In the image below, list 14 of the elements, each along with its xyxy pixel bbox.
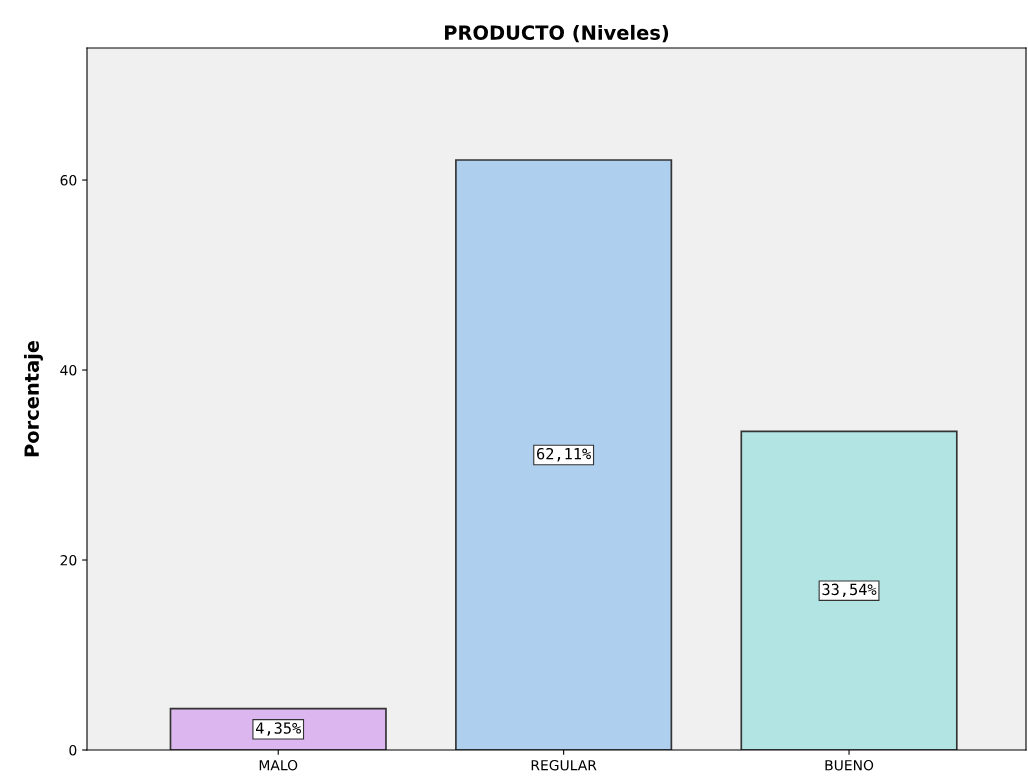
data-label: 62,11% — [537, 447, 591, 462]
bar — [740, 430, 958, 750]
chart-title: PRODUCTO (Niveles) — [445, 24, 669, 43]
data-label: 33,54% — [822, 583, 877, 598]
x-tick-label: BUENO — [825, 759, 874, 771]
y-axis-title: Porcentaje — [23, 340, 43, 457]
bar — [455, 159, 673, 750]
y-tick-label: 0 — [69, 744, 77, 756]
data-label: 4,35% — [255, 722, 301, 736]
x-tick-label: MALO — [259, 759, 298, 771]
x-tick-label: REGULAR — [531, 759, 597, 771]
y-tick-label: 40 — [60, 365, 77, 376]
y-tick-label: 20 — [60, 554, 77, 566]
y-tick-label: 60 — [60, 175, 77, 186]
